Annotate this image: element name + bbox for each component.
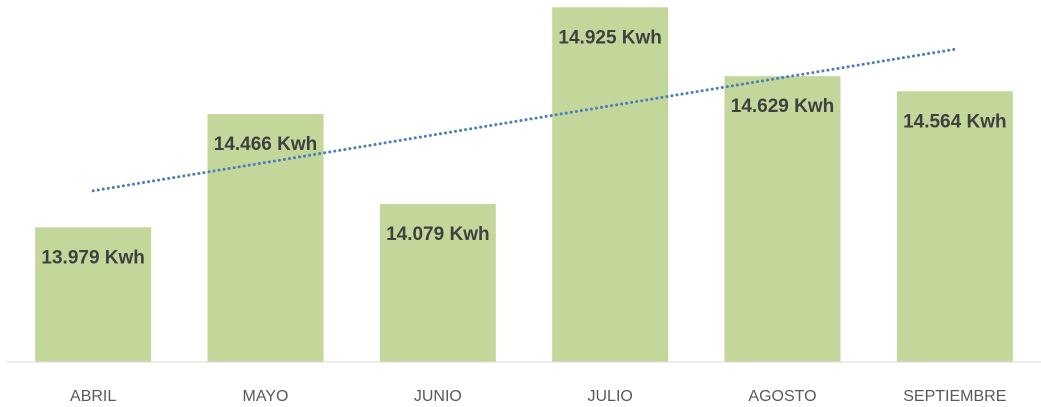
data-label: 14.466 Kwh [214, 134, 318, 155]
data-label: 14.629 Kwh [731, 96, 835, 117]
bar [896, 91, 1013, 363]
data-label: 14.564 Kwh [903, 111, 1007, 132]
x-tick-label: AGOSTO [748, 388, 816, 405]
x-tick-label: SEPTIEMBRE [903, 388, 1006, 405]
bar [35, 227, 152, 362]
data-label: 14.925 Kwh [558, 27, 662, 48]
x-tick-label: JUNIO [414, 388, 462, 405]
bar [379, 204, 496, 362]
bar [552, 7, 669, 363]
x-tick-label: MAYO [243, 388, 289, 405]
data-label: 14.079 Kwh [386, 224, 490, 245]
x-tick-label: ABRIL [70, 388, 116, 405]
data-label: 13.979 Kwh [41, 247, 145, 268]
bar [724, 76, 841, 362]
x-tick-label: JULIO [587, 388, 632, 405]
